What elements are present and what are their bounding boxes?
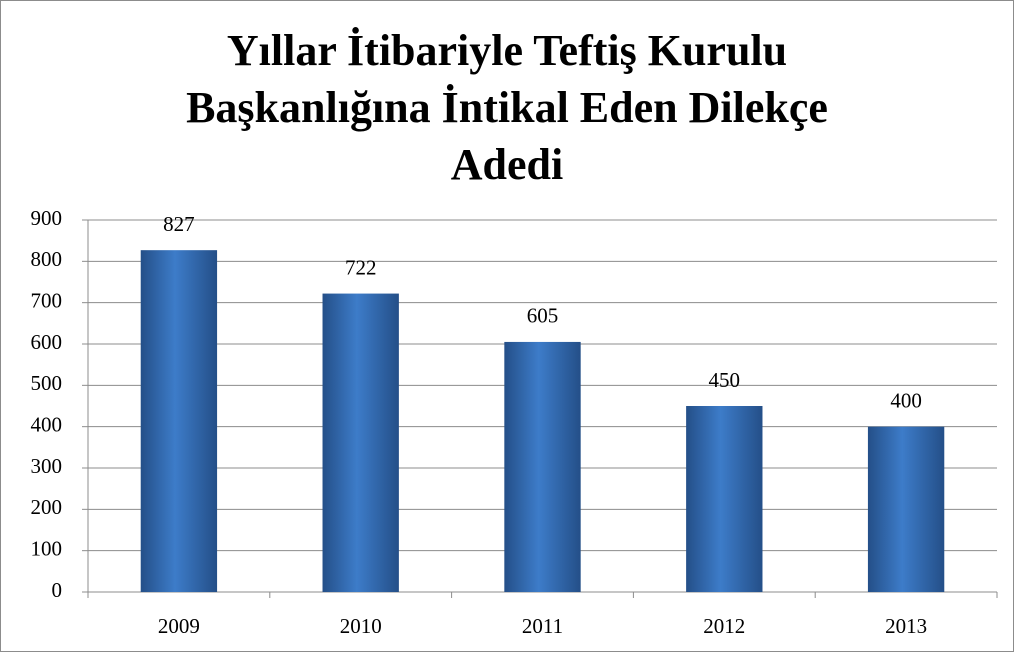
bar xyxy=(867,426,945,592)
bar xyxy=(686,406,763,592)
y-tick-label: 500 xyxy=(31,371,63,395)
y-tick-label: 700 xyxy=(31,288,63,312)
x-tick-label: 2009 xyxy=(158,614,200,638)
y-tick-label: 0 xyxy=(52,578,63,602)
y-tick-label: 100 xyxy=(31,536,63,560)
x-tick-label: 2011 xyxy=(522,614,563,638)
data-label: 722 xyxy=(345,255,377,279)
data-label: 827 xyxy=(163,212,195,236)
y-tick-label: 600 xyxy=(31,330,63,354)
x-tick-label: 2012 xyxy=(703,614,745,638)
y-tick-label: 200 xyxy=(31,495,63,519)
y-tick-label: 300 xyxy=(31,454,63,478)
data-label: 400 xyxy=(890,388,922,412)
chart-title: Yıllar İtibariyle Teftiş Kurulu Başkanlı… xyxy=(186,26,828,189)
x-tick-label: 2013 xyxy=(885,614,927,638)
x-tick-label: 2010 xyxy=(340,614,382,638)
bar xyxy=(140,250,218,592)
y-tick-label: 400 xyxy=(31,412,63,436)
bar xyxy=(322,293,399,592)
y-tick-label: 800 xyxy=(31,247,63,271)
data-label: 450 xyxy=(709,368,741,392)
data-label: 605 xyxy=(527,304,559,328)
bar xyxy=(504,341,581,592)
y-tick-label: 900 xyxy=(31,206,63,230)
